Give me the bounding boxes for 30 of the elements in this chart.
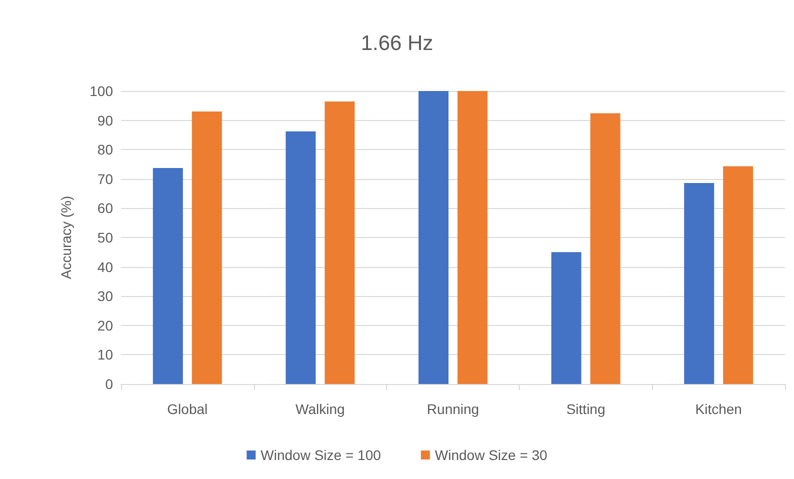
bar xyxy=(723,166,754,384)
x-tick-label: Kitchen xyxy=(695,401,742,417)
y-tick-label: 0 xyxy=(105,376,114,392)
y-tick-label: 80 xyxy=(97,142,114,158)
bar xyxy=(192,112,222,384)
bar xyxy=(458,91,488,384)
y-axis-title: Accuracy (%) xyxy=(58,196,74,280)
bar xyxy=(286,131,316,384)
y-tick-label: 20 xyxy=(97,317,114,334)
y-tick-label: 60 xyxy=(97,200,114,216)
y-tick-label: 100 xyxy=(90,83,114,99)
bar xyxy=(551,252,582,384)
chart-title: 1.66 Hz xyxy=(360,32,434,55)
bar xyxy=(152,168,183,384)
legend-label: Window Size = 30 xyxy=(434,447,548,463)
bar xyxy=(590,113,620,384)
x-tick-label: Walking xyxy=(296,401,345,417)
y-tick-label: 10 xyxy=(97,346,114,363)
y-tick-label: 50 xyxy=(97,230,114,246)
bar xyxy=(418,91,448,384)
y-tick-label: 70 xyxy=(97,170,114,187)
x-tick-label: Global xyxy=(167,401,208,417)
y-tick-label: 90 xyxy=(97,112,114,128)
y-tick-label: 40 xyxy=(97,258,114,275)
y-tick-label: 30 xyxy=(97,288,114,304)
x-tick-label: Running xyxy=(426,401,480,417)
x-tick-label: Sitting xyxy=(566,401,606,417)
bar xyxy=(684,183,714,384)
bar xyxy=(324,102,355,384)
legend-label: Window Size = 100 xyxy=(260,447,382,463)
